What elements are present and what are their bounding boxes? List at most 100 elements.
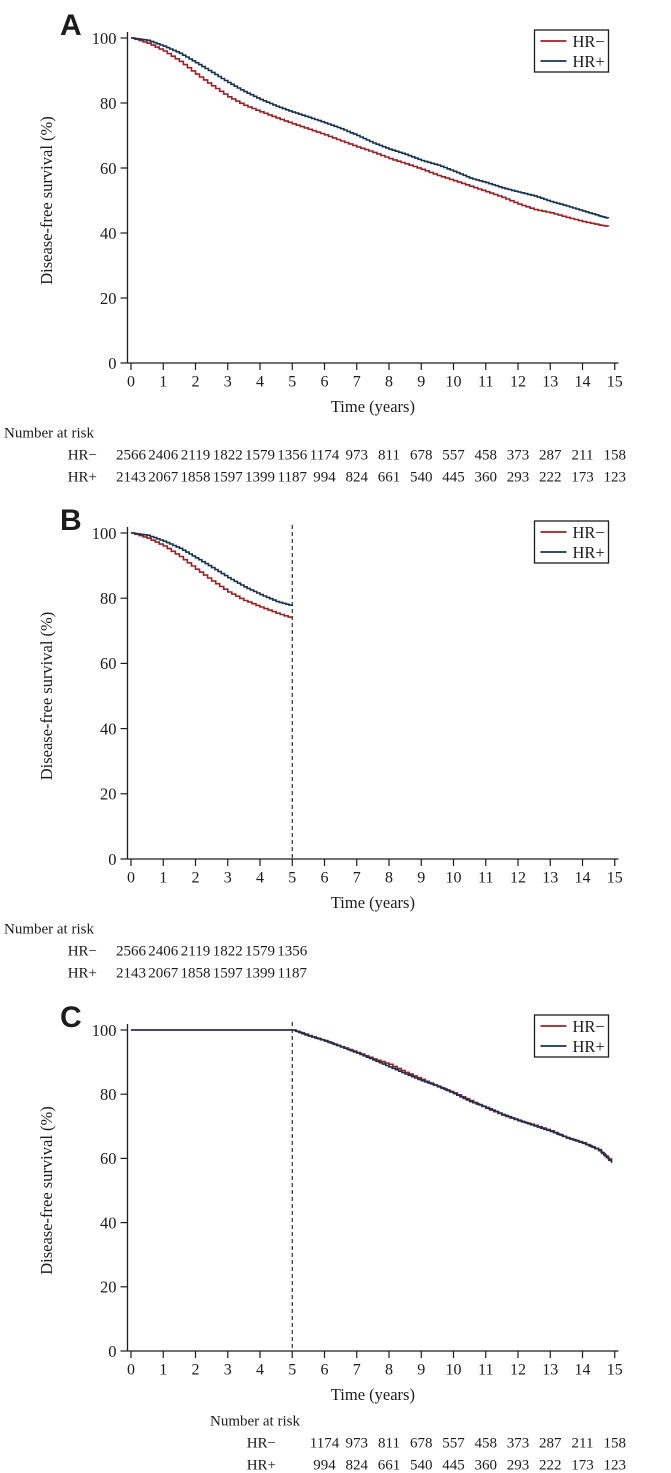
x-tick-label: 15 (607, 374, 623, 391)
risk-value: 1858 (181, 469, 211, 485)
risk-value: 1356 (277, 943, 308, 959)
y-axis-title: Disease-free survival (%) (37, 116, 56, 285)
risk-value: 811 (378, 1435, 400, 1451)
risk-value: 173 (571, 1457, 594, 1473)
x-tick-label: 7 (353, 1362, 361, 1379)
risk-value: 1187 (278, 965, 308, 981)
x-tick-label: 10 (446, 1362, 462, 1379)
x-tick-label: 2 (192, 374, 200, 391)
y-tick-label: 40 (100, 719, 117, 738)
legend-box (533, 29, 610, 73)
legend-box (533, 520, 610, 564)
risk-value: 1399 (245, 965, 275, 981)
x-tick-label: 4 (256, 1362, 264, 1379)
risk-value: 360 (475, 1457, 498, 1473)
risk-value: 1174 (310, 447, 340, 463)
risk-value: 373 (507, 447, 530, 463)
risk-value: 973 (346, 1435, 369, 1451)
risk-value: 2119 (181, 943, 210, 959)
x-tick-label: 10 (446, 870, 462, 887)
x-tick-label: 3 (224, 870, 232, 887)
y-axis-title: Disease-free survival (%) (37, 1106, 56, 1275)
x-tick-label: 6 (321, 374, 329, 391)
x-tick-label: 3 (224, 374, 232, 391)
x-tick-label: 9 (417, 870, 425, 887)
y-tick-label: 80 (100, 589, 117, 608)
risk-row-label: HR+ (247, 1457, 276, 1473)
risk-value: 211 (572, 447, 594, 463)
x-tick-label: 10 (446, 374, 462, 391)
x-tick-label: 2 (192, 870, 200, 887)
x-tick-label: 4 (256, 374, 264, 391)
risk-value: 661 (378, 1457, 401, 1473)
risk-value: 2143 (116, 965, 146, 981)
y-tick-label: 20 (100, 289, 117, 308)
risk-value: 1822 (213, 447, 243, 463)
x-tick-label: 1 (159, 870, 167, 887)
x-tick-label: 15 (607, 870, 623, 887)
x-tick-label: 9 (417, 1362, 425, 1379)
risk-value: 2566 (116, 943, 147, 959)
x-tick-label: 12 (510, 374, 526, 391)
risk-value: 994 (313, 469, 336, 485)
x-tick-label: 13 (542, 870, 558, 887)
risk-value: 123 (604, 1457, 627, 1473)
x-axis-title: Time (years) (331, 1385, 415, 1404)
risk-value: 293 (507, 469, 530, 485)
x-tick-label: 3 (224, 1362, 232, 1379)
risk-row-label: HR− (247, 1435, 276, 1451)
number-at-risk-title: Number at risk (4, 425, 94, 441)
risk-value: 824 (346, 1457, 369, 1473)
risk-value: 173 (571, 469, 594, 485)
risk-value: 2067 (148, 469, 179, 485)
survival-curve-hr-plus (131, 532, 294, 606)
y-tick-label: 0 (108, 1342, 116, 1361)
number-at-risk-title: Number at risk (4, 921, 94, 937)
y-tick-label: 40 (100, 1213, 117, 1232)
risk-value: 973 (346, 447, 369, 463)
x-tick-label: 13 (542, 1362, 558, 1379)
x-axis-title: Time (years) (331, 397, 415, 416)
legend-label: HR− (573, 32, 605, 51)
risk-value: 287 (539, 1435, 562, 1451)
risk-value: 811 (378, 447, 400, 463)
panel-letter: A (60, 9, 82, 42)
risk-value: 1579 (245, 447, 275, 463)
x-tick-label: 0 (127, 1362, 135, 1379)
number-at-risk-title: Number at risk (210, 1413, 300, 1429)
risk-value: 1174 (310, 1435, 340, 1451)
risk-value: 1399 (245, 469, 275, 485)
x-axis-title: Time (years) (331, 893, 415, 912)
x-tick-label: 14 (575, 870, 591, 887)
risk-value: 1579 (245, 943, 275, 959)
panel-letter: C (60, 1001, 82, 1034)
y-tick-label: 100 (92, 1021, 117, 1040)
x-tick-label: 5 (288, 870, 296, 887)
x-tick-label: 6 (321, 870, 329, 887)
risk-value: 678 (410, 447, 433, 463)
y-tick-label: 20 (100, 1278, 117, 1297)
risk-value: 557 (442, 1435, 465, 1451)
x-tick-label: 8 (385, 374, 393, 391)
risk-value: 824 (346, 469, 369, 485)
x-tick-label: 11 (478, 1362, 493, 1379)
y-tick-label: 100 (92, 29, 117, 48)
x-tick-label: 11 (478, 870, 493, 887)
x-tick-label: 7 (353, 870, 361, 887)
risk-value: 1597 (213, 469, 244, 485)
risk-value: 158 (604, 1435, 627, 1451)
x-tick-label: 6 (321, 1362, 329, 1379)
x-tick-label: 15 (607, 1362, 623, 1379)
x-tick-label: 14 (575, 374, 591, 391)
risk-value: 222 (539, 1457, 562, 1473)
y-tick-label: 100 (92, 524, 117, 543)
x-tick-label: 12 (510, 870, 526, 887)
risk-value: 123 (604, 469, 627, 485)
risk-value: 540 (410, 1457, 433, 1473)
x-tick-label: 11 (478, 374, 493, 391)
y-tick-label: 60 (100, 1149, 117, 1168)
risk-value: 158 (604, 447, 627, 463)
y-tick-label: 60 (100, 159, 117, 178)
